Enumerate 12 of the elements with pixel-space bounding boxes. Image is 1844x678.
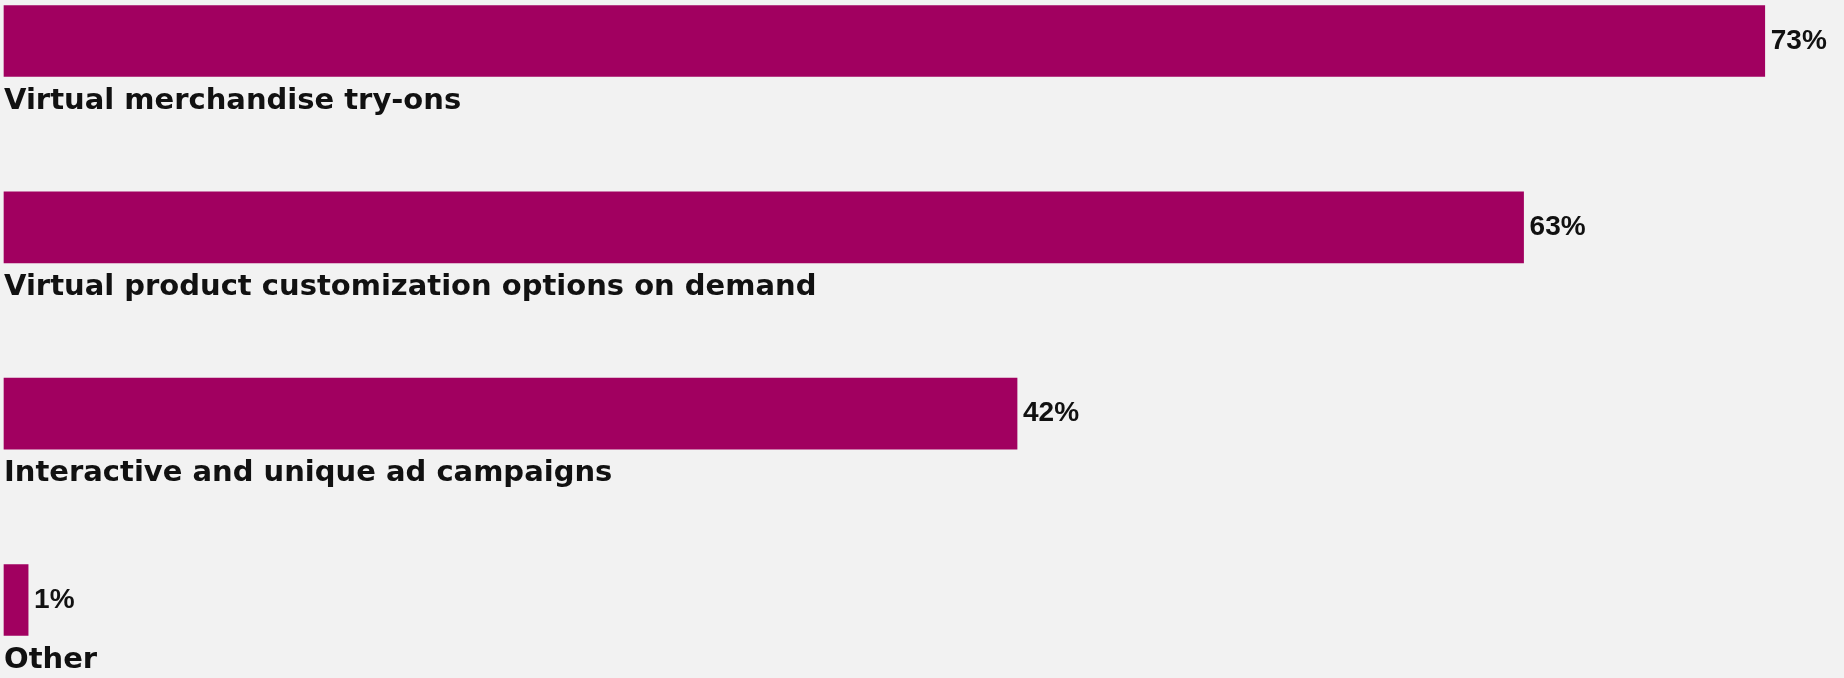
bar bbox=[3, 377, 1018, 450]
y-tick-label: Other bbox=[4, 640, 98, 675]
data-label: 42% bbox=[1023, 396, 1080, 428]
y-tick-label: Virtual product customization options on demand bbox=[4, 267, 817, 302]
bar bbox=[3, 564, 29, 636]
bar bbox=[3, 5, 1766, 77]
bar bbox=[3, 191, 1524, 264]
data-label: 73% bbox=[1770, 23, 1827, 55]
y-tick-label: Virtual merchandise try-ons bbox=[4, 81, 462, 116]
data-label: 63% bbox=[1529, 210, 1586, 242]
y-tick-label: Interactive and unique ad campaigns bbox=[4, 454, 613, 489]
data-label: 1% bbox=[34, 582, 75, 614]
